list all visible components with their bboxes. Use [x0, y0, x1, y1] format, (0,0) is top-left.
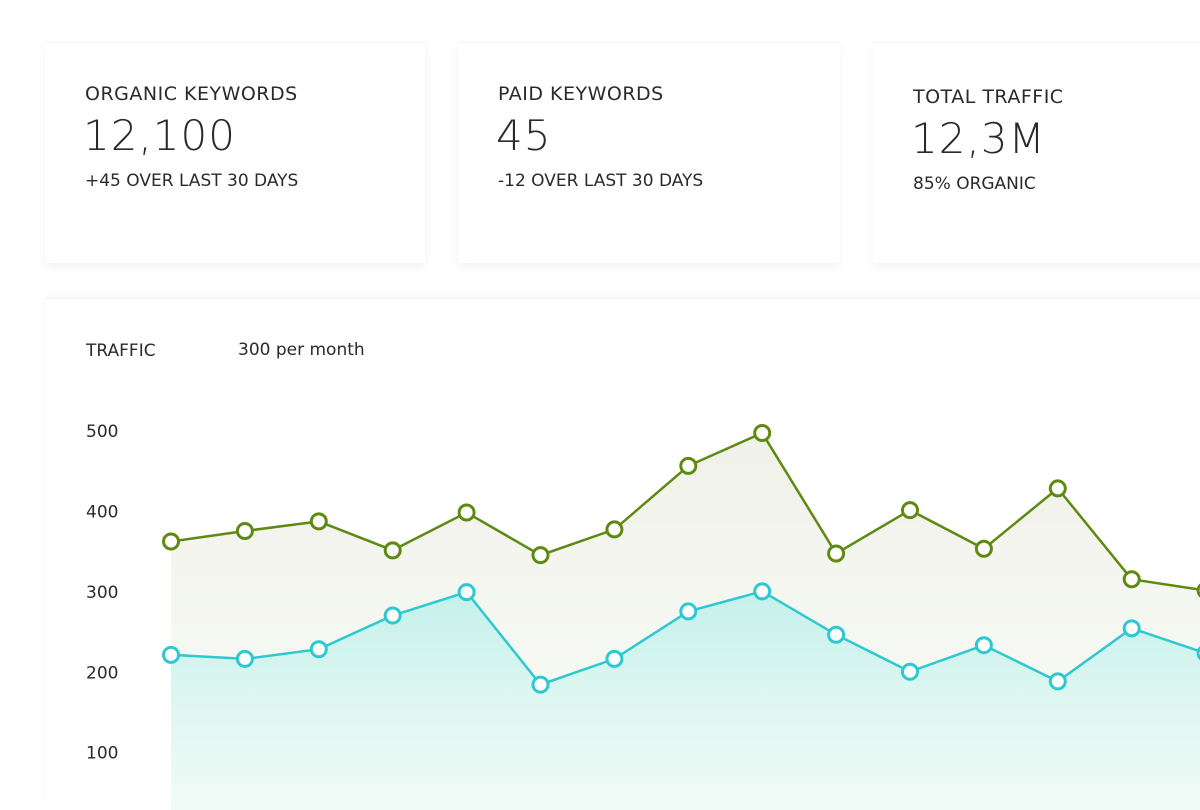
data-point — [605, 649, 624, 668]
data-point — [531, 675, 550, 694]
data-point — [827, 625, 846, 644]
chart-subtitle: 300 per month — [238, 340, 365, 360]
data-point — [309, 512, 328, 531]
data-point — [531, 546, 550, 565]
data-point — [235, 522, 254, 541]
data-point — [827, 544, 846, 563]
data-point — [309, 640, 328, 659]
chart-panel — [45, 298, 1200, 810]
chart-title: TRAFFIC — [85, 341, 156, 361]
card-note: +45 OVER LAST 30 DAYS — [85, 171, 299, 191]
data-point — [753, 582, 772, 601]
data-point — [162, 532, 180, 551]
data-point — [383, 606, 402, 625]
y-tick-label: 400 — [86, 503, 118, 523]
data-point — [383, 541, 402, 560]
card-value: 12,3M — [911, 114, 1046, 163]
stat-card: ORGANIC KEYWORDS 12,100 +45 OVER LAST 30… — [45, 42, 425, 263]
data-point — [1048, 479, 1067, 498]
data-point — [679, 602, 698, 621]
card-note: 85% ORGANIC — [913, 174, 1036, 194]
data-point — [457, 583, 476, 602]
area-fill — [171, 591, 1200, 810]
stat-card: PAID KEYWORDS 45 -12 OVER LAST 30 DAYS — [458, 42, 840, 263]
y-tick-label: 300 — [86, 583, 118, 603]
card-label: ORGANIC KEYWORDS — [85, 83, 298, 105]
data-point — [1048, 672, 1067, 691]
card-label: PAID KEYWORDS — [498, 83, 664, 105]
stat-card: TOTAL TRAFFIC 12,3M 85% ORGANIC — [873, 42, 1200, 263]
y-tick-label: 200 — [86, 663, 118, 683]
data-point — [1122, 619, 1141, 638]
data-point — [235, 649, 254, 668]
card-label: TOTAL TRAFFIC — [913, 86, 1064, 108]
card-value: 12,100 — [83, 111, 236, 160]
y-tick-label: 500 — [86, 422, 118, 442]
data-point — [901, 501, 919, 520]
data-point — [457, 503, 476, 522]
card-note: -12 OVER LAST 30 DAYS — [498, 171, 704, 191]
card-value: 45 — [496, 111, 552, 160]
data-point — [974, 636, 993, 655]
data-point — [1122, 570, 1141, 589]
y-tick-label: 100 — [86, 744, 118, 764]
data-point — [162, 645, 180, 664]
data-point — [901, 662, 919, 681]
data-point — [605, 520, 624, 539]
data-point — [753, 423, 772, 442]
data-point — [679, 456, 698, 475]
data-point — [974, 539, 993, 558]
